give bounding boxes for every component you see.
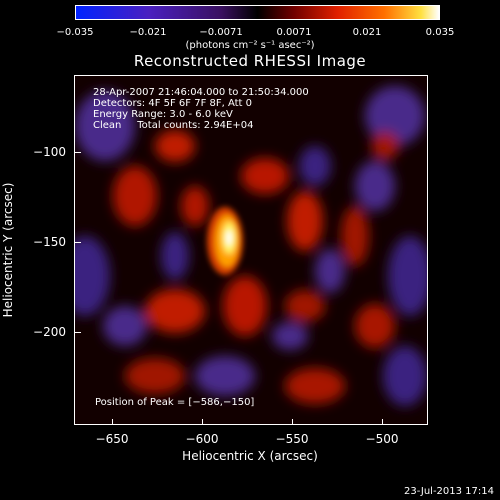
y-tick	[75, 152, 81, 153]
colorbar-units: (photons cm⁻² s⁻¹ asec⁻²)	[185, 40, 315, 51]
info-energy-range: Energy Range: 3.0 - 6.0 keV	[93, 109, 233, 120]
info-detectors: Detectors: 4F 5F 6F 7F 8F, Att 0	[93, 98, 253, 109]
colorbar	[75, 5, 440, 20]
colorbar-tick: 0.0071	[276, 27, 312, 38]
x-tick-label: −550	[275, 432, 309, 446]
image-plot	[74, 75, 428, 425]
y-tick-label: −200	[33, 325, 66, 339]
colorbar-tick: −0.021	[129, 27, 167, 38]
colorbar-tick: 0.035	[425, 27, 455, 38]
colorbar-tick: −0.035	[56, 27, 94, 38]
colorbar-tick: 0.021	[352, 27, 382, 38]
x-tick	[292, 419, 293, 425]
plot-title: Reconstructed RHESSI Image	[133, 52, 367, 70]
x-tick	[202, 419, 203, 425]
x-tick-label: −650	[95, 432, 129, 446]
info-counts: Clean Total counts: 2.94E+04	[93, 120, 254, 131]
info-time-range: 28-Apr-2007 21:46:04.000 to 21:50:34.000	[93, 87, 309, 98]
x-tick	[112, 419, 113, 425]
peak-position: Position of Peak = [−586,−150]	[95, 397, 255, 408]
x-axis-label: Heliocentric X (arcsec)	[182, 449, 318, 463]
y-tick	[75, 332, 81, 333]
x-tick-label: −600	[185, 432, 219, 446]
y-tick-label: −100	[33, 145, 66, 159]
y-tick	[75, 242, 81, 243]
colorbar-tick: −0.0071	[199, 27, 243, 38]
timestamp: 23-Jul-2013 17:14	[403, 486, 494, 497]
x-tick-label: −500	[365, 432, 399, 446]
heatmap	[75, 76, 427, 424]
y-axis-label: Heliocentric Y (arcsec)	[1, 182, 15, 318]
x-tick	[382, 419, 383, 425]
y-tick-label: −150	[33, 235, 66, 249]
